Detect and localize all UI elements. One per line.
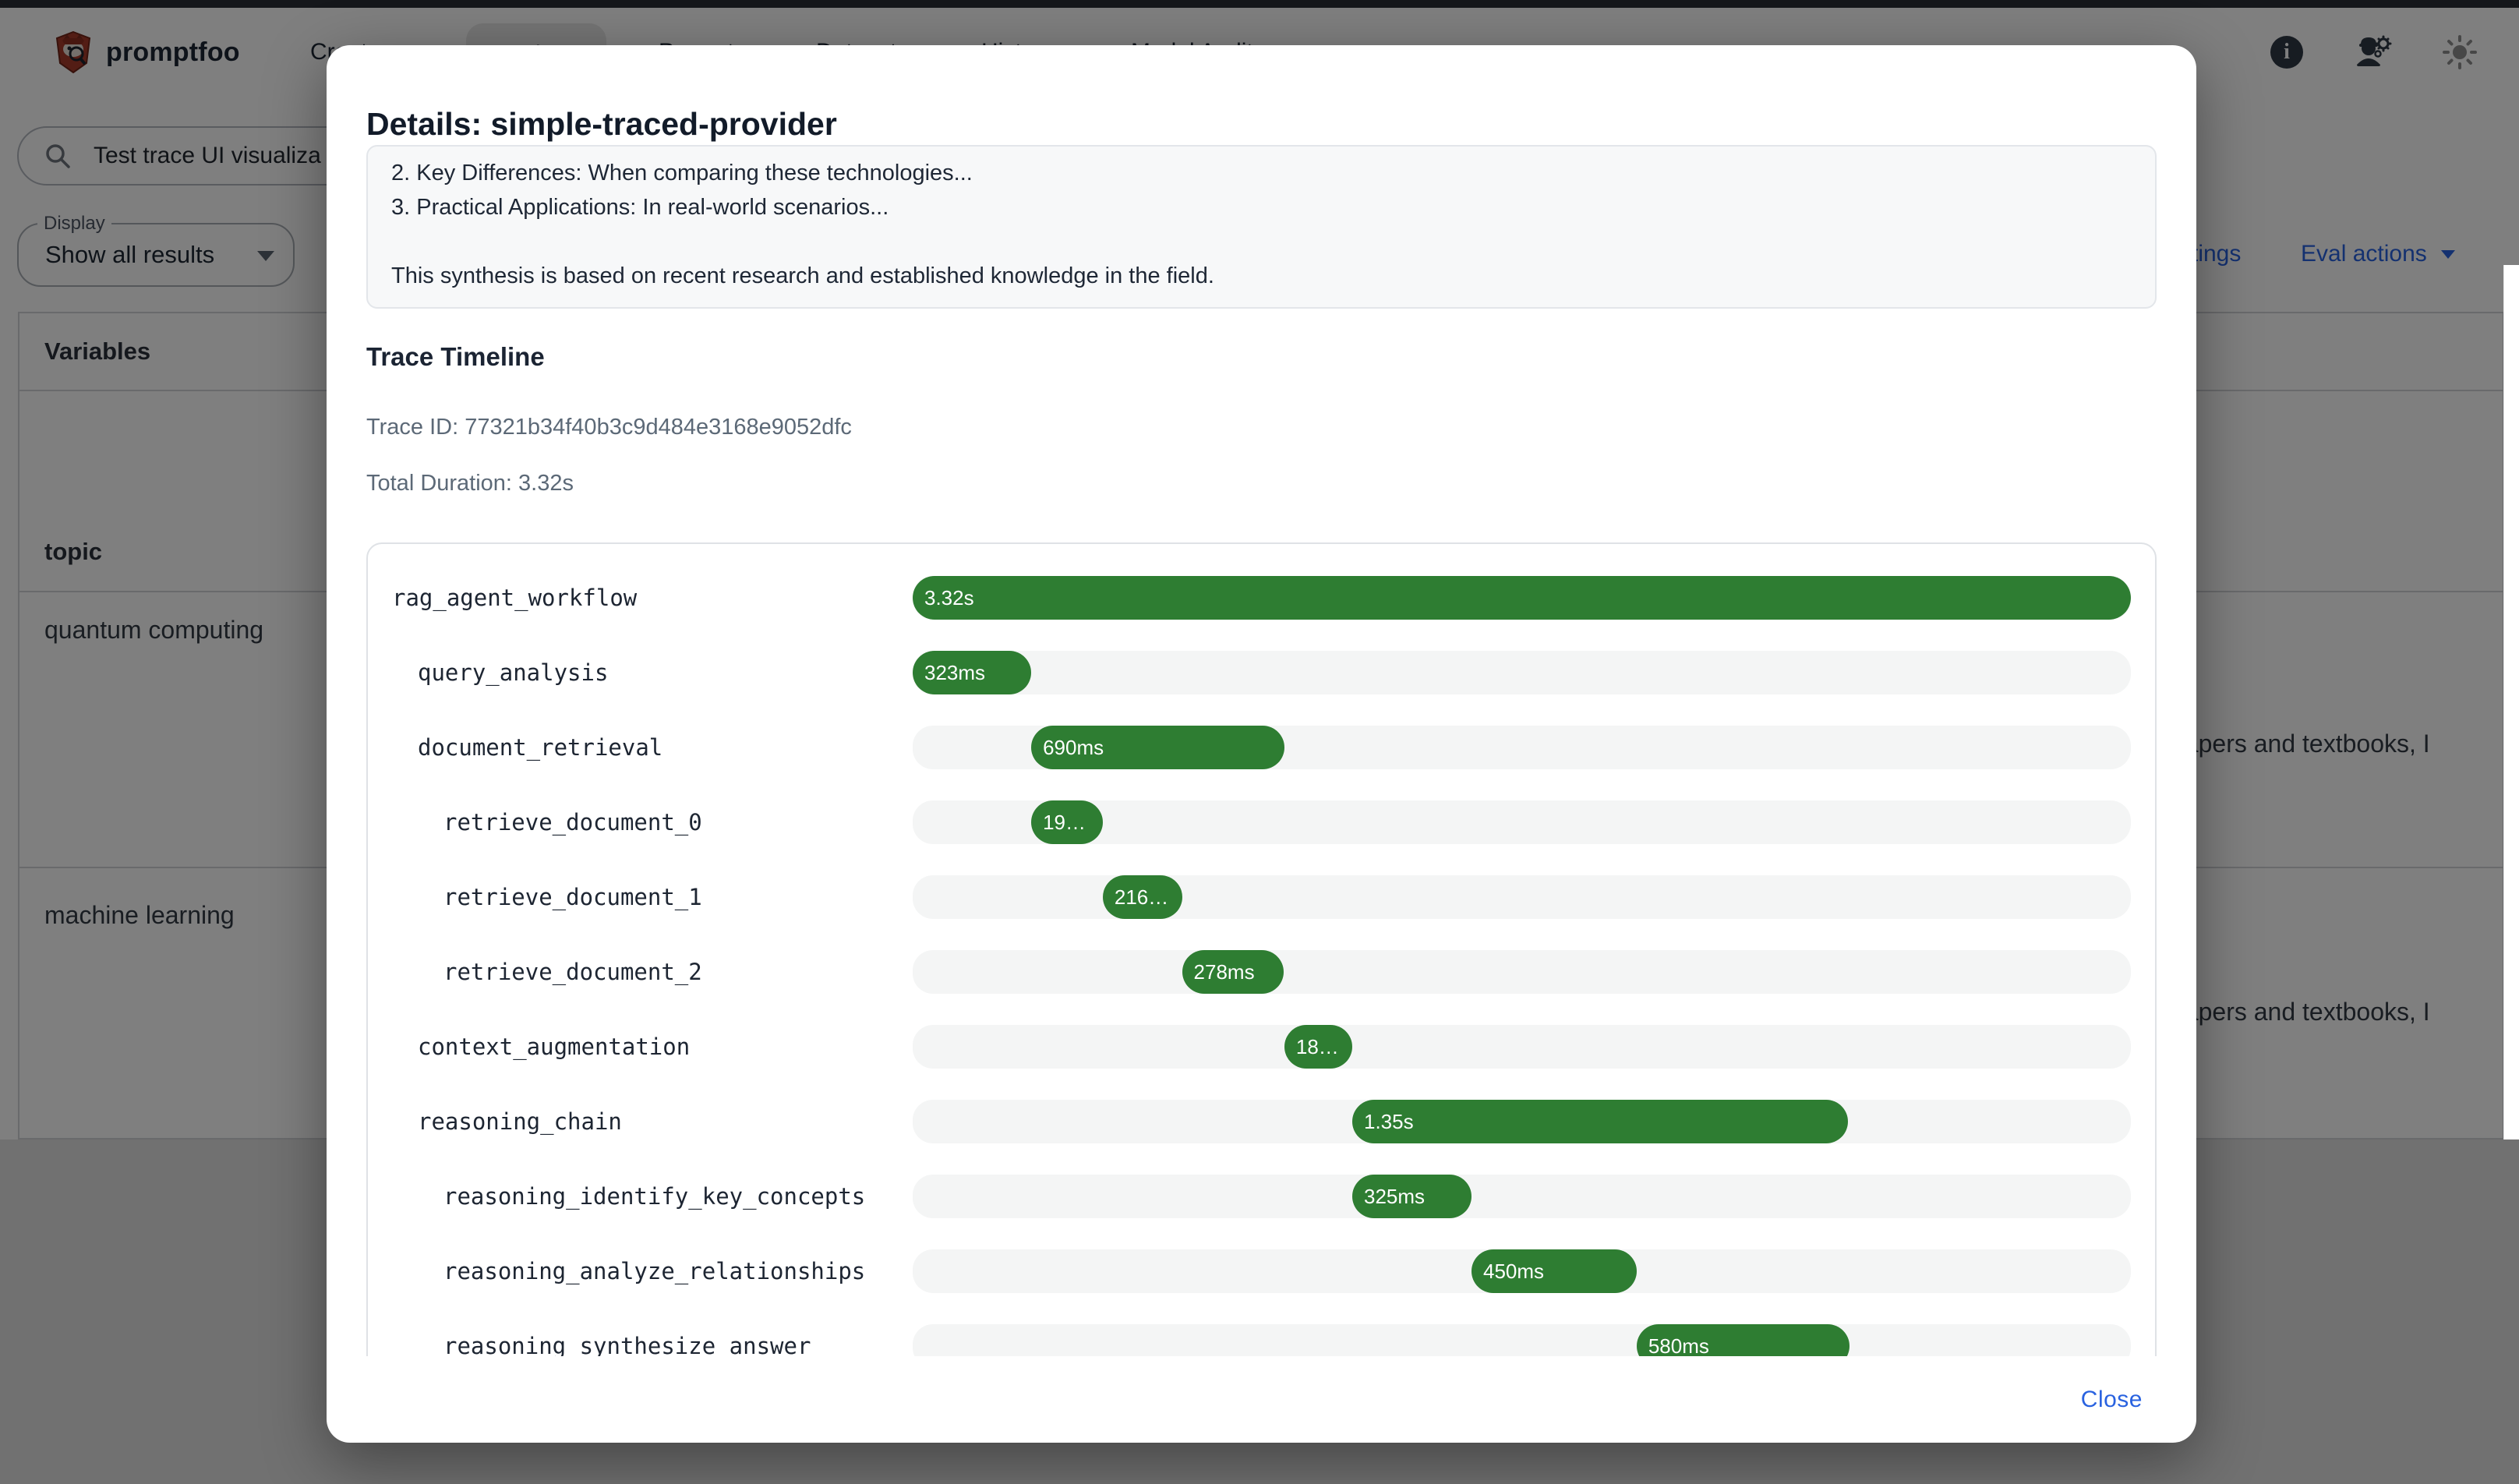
modal-actions: Close	[327, 1357, 2196, 1443]
close-button[interactable]: Close	[2067, 1377, 2157, 1422]
trace-id: Trace ID: 77321b34f40b3c9d484e3168e9052d…	[366, 415, 852, 440]
trace-timeline-chart: rag_agent_workflow 3.32s query_analysis 323…	[366, 542, 2157, 1356]
trace-span-row: retrieve_document_1 216…	[392, 860, 2131, 935]
trace-span-row: retrieve_document_0 19…	[392, 785, 2131, 860]
trace-span-row: query_analysis 323ms	[392, 635, 2131, 710]
trace-span-row: retrieve_document_2 278ms	[392, 935, 2131, 1009]
provider-response-snippet: 2. Key Differences: When comparing these…	[366, 145, 2157, 309]
modal-scroll-content[interactable]: 2. Key Differences: When comparing these…	[366, 145, 2157, 1356]
trace-span-track: 278ms	[913, 950, 2131, 994]
snippet-line: 2. Key Differences: When comparing these…	[391, 161, 973, 186]
trace-span-track: 18…	[913, 1025, 2131, 1069]
trace-span-track: 19…	[913, 800, 2131, 844]
trace-span-row: document_retrieval 690ms	[392, 710, 2131, 785]
trace-span-bar: 18…	[1284, 1025, 1352, 1069]
trace-span-name: retrieve_document_0	[443, 809, 702, 836]
trace-span-bar: 690ms	[1031, 726, 1284, 769]
trace-timeline-rows: rag_agent_workflow 3.32s query_analysis 323…	[392, 560, 2131, 1356]
trace-span-name: reasoning_chain	[418, 1108, 622, 1135]
trace-span-track: 450ms	[913, 1249, 2131, 1293]
table-scrollbar[interactable]	[2503, 265, 2519, 1140]
trace-span-bar: 19…	[1031, 800, 1103, 844]
trace-span-name: retrieve_document_1	[443, 884, 702, 910]
trace-span-row: reasoning_synthesize_answer 580ms	[392, 1309, 2131, 1356]
trace-span-track: 216…	[913, 875, 2131, 919]
trace-span-name: retrieve_document_2	[443, 959, 702, 985]
trace-span-row: context_augmentation 18…	[392, 1009, 2131, 1084]
trace-span-bar: 325ms	[1351, 1175, 1471, 1218]
details-modal: Details: simple-traced-provider 2. Key D…	[327, 45, 2196, 1443]
trace-span-track: 3.32s	[913, 576, 2131, 620]
trace-span-bar: 323ms	[913, 651, 1032, 694]
trace-span-name: reasoning_identify_key_concepts	[443, 1183, 866, 1210]
trace-span-bar: 580ms	[1636, 1324, 1850, 1356]
trace-span-name: reasoning_synthesize_answer	[443, 1333, 811, 1356]
trace-span-row: reasoning_chain 1.35s	[392, 1084, 2131, 1159]
snippet-line: 3. Practical Applications: In real-world…	[391, 195, 889, 220]
trace-span-bar: 216…	[1102, 875, 1182, 919]
trace-span-track: 1.35s	[913, 1100, 2131, 1143]
trace-span-row: rag_agent_workflow 3.32s	[392, 560, 2131, 635]
trace-span-bar: 3.32s	[913, 576, 2131, 620]
snippet-line: This synthesis is based on recent resear…	[391, 263, 1214, 288]
trace-span-bar: 1.35s	[1351, 1100, 1848, 1143]
trace-span-name: document_retrieval	[418, 734, 663, 761]
trace-timeline-heading: Trace Timeline	[366, 342, 545, 371]
trace-span-track: 580ms	[913, 1324, 2131, 1356]
trace-span-track: 323ms	[913, 651, 2131, 694]
modal-title: Details: simple-traced-provider	[366, 106, 837, 143]
trace-span-bar: 278ms	[1182, 950, 1284, 994]
trace-span-name: query_analysis	[418, 659, 609, 686]
trace-span-row: reasoning_identify_key_concepts 325ms	[392, 1159, 2131, 1234]
trace-span-name: rag_agent_workflow	[392, 585, 638, 611]
trace-span-name: context_augmentation	[418, 1034, 691, 1060]
trace-span-row: reasoning_analyze_relationships 450ms	[392, 1234, 2131, 1309]
trace-span-bar: 450ms	[1471, 1249, 1637, 1293]
trace-span-track: 690ms	[913, 726, 2131, 769]
trace-span-name: reasoning_analyze_relationships	[443, 1258, 866, 1284]
trace-total-duration: Total Duration: 3.32s	[366, 471, 574, 496]
trace-span-track: 325ms	[913, 1175, 2131, 1218]
